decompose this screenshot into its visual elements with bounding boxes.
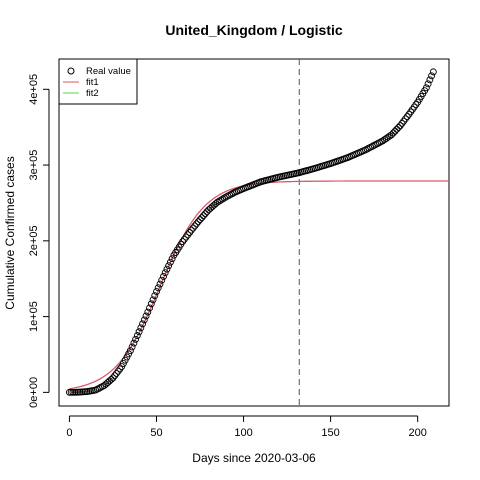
y-axis-label: Cumulative Confirmed cases (3, 156, 17, 309)
data-point (158, 276, 166, 284)
data-point (200, 212, 207, 220)
data-point (428, 72, 436, 80)
data-point (403, 113, 411, 121)
data-point (109, 374, 117, 382)
data-point (135, 328, 143, 336)
data-point (147, 300, 155, 308)
legend-fit2-label: fit2 (86, 88, 99, 99)
data-point (382, 134, 390, 142)
data-point (180, 235, 188, 243)
data-point (193, 220, 200, 228)
data-point (154, 284, 162, 292)
data-point (163, 265, 171, 273)
data-point (189, 224, 197, 232)
data-point (194, 218, 202, 226)
data-point (160, 272, 167, 280)
data-point (132, 335, 140, 343)
data-point (381, 136, 389, 144)
data-point (220, 194, 228, 202)
data-point (111, 372, 119, 380)
data-point (146, 304, 153, 312)
data-point (187, 226, 195, 234)
data-point (393, 125, 401, 133)
data-point (391, 127, 399, 135)
data-point (426, 76, 434, 84)
data-point (126, 347, 134, 355)
data-point (153, 288, 160, 296)
y-tick-label: 2e+05 (28, 225, 40, 256)
x-tick-label: 50 (150, 427, 162, 439)
chart-title: United_Kingdom / Logistic (165, 22, 343, 38)
x-axis: 0 50 100 150 200 (66, 415, 427, 439)
data-point (186, 229, 194, 236)
data-point (395, 124, 402, 131)
data-point (219, 195, 227, 203)
data-point (133, 332, 141, 339)
data-point (424, 80, 432, 88)
y-tick-label: 3e+05 (28, 150, 40, 181)
data-point (400, 117, 408, 125)
data-point (139, 320, 147, 328)
data-point (161, 269, 169, 277)
data-point (116, 365, 124, 373)
real-value-points (65, 68, 437, 396)
legend: Real value fit1 fit2 (58, 58, 138, 105)
data-point (203, 208, 211, 216)
x-axis-label: Days since 2020-03-06 (192, 451, 316, 465)
data-point (137, 324, 145, 332)
legend-real-value-symbol (67, 67, 75, 75)
x-tick-label: 0 (66, 427, 72, 439)
data-point (165, 262, 173, 270)
data-point (398, 119, 406, 127)
data-point (388, 131, 395, 139)
data-point (217, 196, 225, 204)
x-tick-label: 200 (408, 427, 426, 439)
data-point (184, 231, 192, 239)
data-point (179, 238, 187, 246)
data-point (128, 343, 136, 351)
data-point (107, 376, 115, 383)
data-point (114, 367, 122, 375)
y-tick-label: 4e+05 (28, 74, 40, 105)
data-point (113, 369, 120, 377)
x-tick-label: 100 (234, 427, 252, 439)
data-point (201, 210, 209, 218)
data-point (422, 84, 430, 92)
data-point (156, 280, 164, 288)
legend-real-value-label: Real value (86, 66, 131, 77)
data-point (198, 214, 206, 222)
data-point (196, 216, 204, 224)
data-point (144, 308, 152, 316)
plot-frame (58, 58, 450, 407)
data-point (142, 312, 150, 320)
x-tick-label: 150 (321, 427, 339, 439)
data-point (389, 129, 397, 137)
y-tick-label: 1e+05 (28, 301, 40, 332)
data-point (166, 258, 174, 266)
data-point (168, 255, 176, 263)
data-point (182, 233, 190, 241)
data-point (379, 137, 387, 145)
data-point (140, 316, 148, 324)
data-point (191, 222, 199, 230)
data-point (215, 197, 223, 205)
data-point (130, 339, 138, 347)
data-point (402, 115, 409, 123)
data-point (384, 133, 392, 141)
data-point (151, 292, 159, 300)
legend-fit1-label: fit1 (86, 77, 99, 88)
data-point (149, 296, 157, 304)
y-tick-label: 0e+00 (28, 377, 40, 408)
data-point (396, 122, 404, 130)
data-point (213, 198, 221, 206)
y-axis: 0e+00 1e+05 2e+05 3e+05 4e+05 (28, 74, 50, 408)
data-point (429, 68, 437, 76)
